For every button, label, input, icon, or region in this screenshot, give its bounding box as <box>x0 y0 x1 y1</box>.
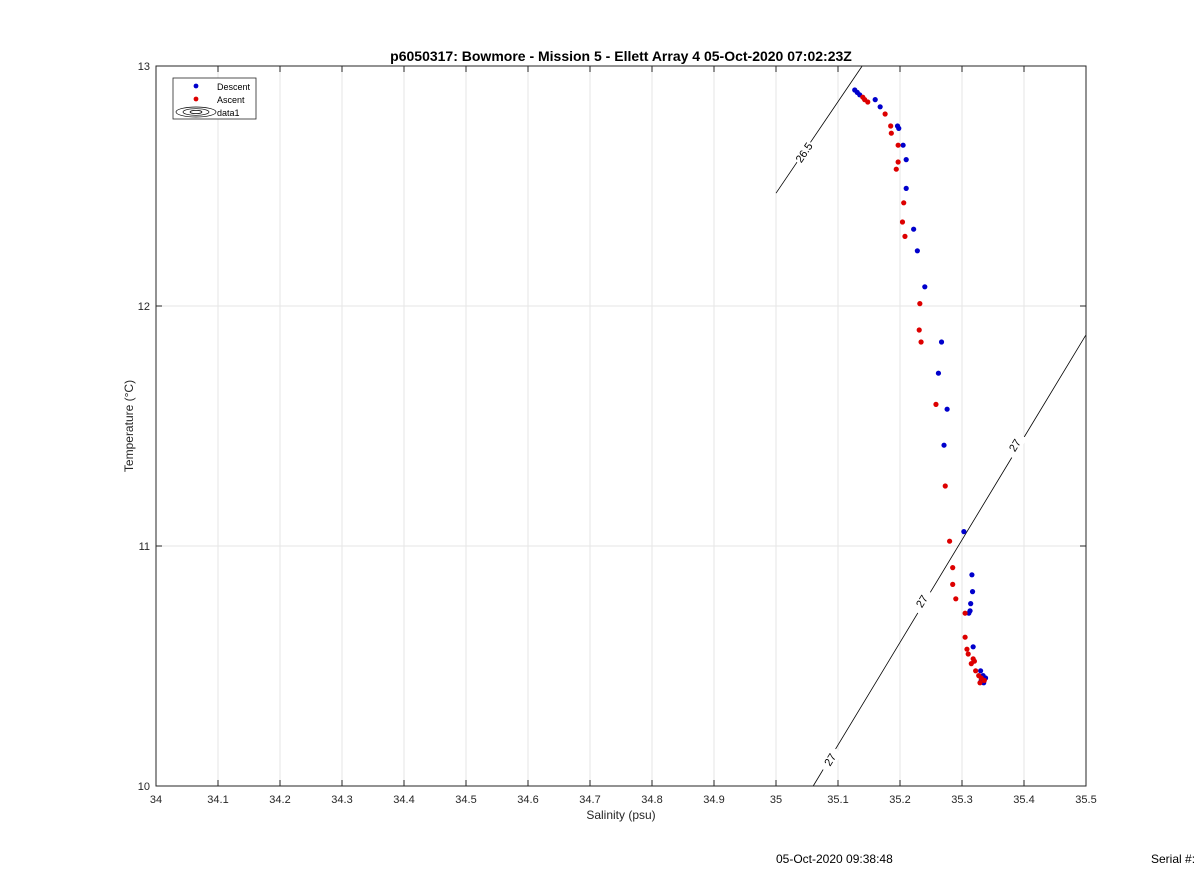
x-tick-label: 34.7 <box>579 794 600 806</box>
legend-descent-label: Descent <box>217 82 251 92</box>
y-tick-label: 11 <box>139 541 150 553</box>
ascent-point <box>947 538 953 544</box>
descent-point <box>969 589 976 595</box>
x-tick-label: 35.3 <box>951 794 972 806</box>
x-tick-label: 34.4 <box>393 794 414 806</box>
descent-point <box>969 572 975 578</box>
x-tick-label: 35.4 <box>1013 794 1034 806</box>
ascent-point <box>865 99 871 105</box>
ascent-point <box>953 596 959 602</box>
ascent-point <box>893 166 899 172</box>
descent-point <box>935 370 942 376</box>
descent-point <box>978 668 984 674</box>
ascent-point <box>962 634 968 640</box>
ascent-point <box>882 111 888 117</box>
ascent-point <box>973 668 979 674</box>
ascent-point <box>977 680 983 686</box>
contour-line <box>812 334 1087 787</box>
x-tick-label: 34 <box>150 794 162 806</box>
ascent-point <box>981 677 987 684</box>
contour-label: 27 <box>914 593 931 610</box>
plot-border <box>155 65 1087 787</box>
contour-label-bg <box>791 138 817 167</box>
contour-label: 27 <box>1007 437 1024 454</box>
x-tick-label: 35.2 <box>889 794 910 806</box>
descent-point <box>903 157 909 163</box>
descent-point <box>903 185 909 191</box>
ascent-point <box>902 233 908 239</box>
ascent-point <box>942 483 948 489</box>
ascent-point <box>950 565 956 571</box>
legend-box <box>172 77 257 120</box>
x-tick-label: 34.9 <box>703 794 724 806</box>
x-tick-label: 34.3 <box>331 794 352 806</box>
ascent-point <box>901 200 907 206</box>
plot-area <box>156 66 1086 786</box>
footer-serial: Serial #: <box>1151 852 1196 866</box>
ascent-point <box>964 646 970 652</box>
contour-label-bg <box>1002 431 1027 460</box>
descent-point <box>914 248 920 254</box>
ascent-point <box>971 658 978 664</box>
y-tick-label: 10 <box>138 781 150 793</box>
descent-point <box>896 125 902 131</box>
descent-point <box>922 284 928 290</box>
descent-point <box>941 442 947 448</box>
axis-ticks: 34 34.1 34.2 34.3 34.4 34.5 34.6 34.7 34.8 34.9 35… <box>138 61 1097 806</box>
y-tick-label: 12 <box>138 301 150 313</box>
y-axis-label: Temperature (°C) <box>122 380 136 472</box>
descent-point <box>968 601 974 607</box>
ascent-point <box>895 159 901 165</box>
legend-descent-marker <box>193 83 199 89</box>
ascent-point <box>933 401 939 407</box>
descent-point <box>872 97 878 103</box>
contour-line <box>775 65 863 194</box>
descent-point <box>911 226 917 232</box>
contour-label-bg <box>817 745 843 774</box>
contour-label-bg <box>909 587 934 616</box>
ascent-point <box>965 651 971 657</box>
ascent-point <box>962 610 968 616</box>
x-tick-label: 35 <box>770 794 782 806</box>
ascent-point <box>888 130 894 136</box>
descent-point <box>944 406 950 412</box>
x-tick-label: 35.1 <box>827 794 848 806</box>
ascent-point <box>895 142 901 148</box>
ascent-point <box>950 581 956 588</box>
x-tick-label: 34.2 <box>269 794 290 806</box>
descent-point <box>961 529 967 535</box>
x-tick-label: 34.8 <box>641 794 662 806</box>
ascent-point <box>918 339 924 345</box>
chart-title: p6050317: Bowmore - Mission 5 - Ellett A… <box>390 48 852 64</box>
descent-point <box>970 644 976 650</box>
legend-ascent-marker <box>193 96 199 102</box>
descent-point <box>938 339 945 345</box>
legend-data1-label: data1 <box>217 108 240 118</box>
x-tick-label: 34.6 <box>517 794 538 806</box>
descent-point <box>900 142 906 148</box>
ascent-point <box>888 123 894 129</box>
x-tick-label: 34.5 <box>455 794 476 806</box>
contour-label: 27 <box>822 752 839 769</box>
ascent-point <box>916 327 922 333</box>
y-tick-label: 13 <box>138 61 150 73</box>
ascent-point <box>899 219 906 225</box>
descent-point <box>877 104 883 110</box>
x-tick-label: 35.5 <box>1075 794 1096 806</box>
descent-point <box>966 610 972 616</box>
data-points <box>852 87 989 686</box>
x-axis-label: Salinity (psu) <box>586 808 655 822</box>
legend-contour-icon <box>175 106 217 118</box>
footer-timestamp: 05-Oct-2020 09:38:48 <box>776 852 893 866</box>
legend-ascent-label: Ascent <box>217 95 245 105</box>
legend: Descent Ascent data1 <box>172 77 257 120</box>
x-tick-label: 34.1 <box>207 794 228 806</box>
ascent-point <box>917 301 923 307</box>
